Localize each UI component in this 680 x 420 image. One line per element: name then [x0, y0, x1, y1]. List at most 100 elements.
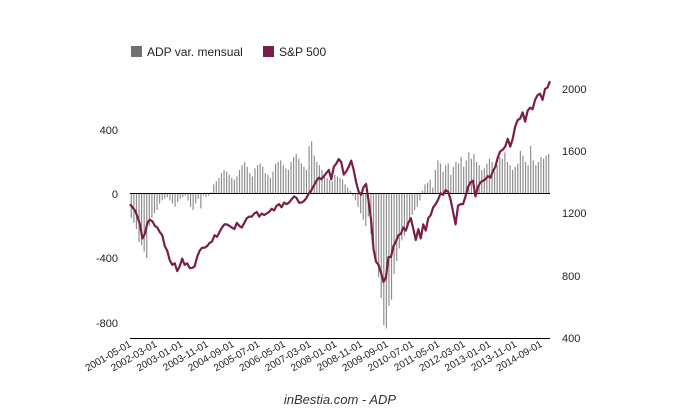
- adp-bar: [432, 187, 434, 194]
- adp-bar: [303, 166, 305, 194]
- adp-bars: [130, 141, 550, 329]
- adp-bar: [272, 171, 274, 194]
- adp-bar: [174, 194, 176, 207]
- adp-bar: [331, 181, 333, 194]
- adp-bar: [254, 168, 256, 194]
- adp-bar: [401, 194, 403, 241]
- adp-bar: [522, 155, 524, 194]
- adp-bar: [450, 174, 452, 194]
- adp-bar: [218, 178, 220, 194]
- adp-bar: [460, 157, 462, 194]
- adp-bar: [468, 152, 470, 194]
- adp-bar: [504, 152, 506, 194]
- adp-bar: [275, 163, 277, 194]
- adp-bar: [342, 179, 344, 194]
- adp-bar: [445, 165, 447, 194]
- adp-bar: [455, 162, 457, 194]
- legend-label-sp500: S&P 500: [279, 45, 326, 59]
- adp-bar: [429, 179, 431, 194]
- adp-bar: [524, 162, 527, 194]
- adp-bar: [197, 194, 199, 199]
- adp-bar: [419, 194, 421, 201]
- adp-bar: [375, 194, 377, 262]
- adp-bar: [537, 162, 539, 194]
- left-tick-label: 0: [112, 189, 118, 201]
- adp-bar: [308, 146, 310, 194]
- legend: ADP var. mensual S&P 500: [131, 45, 326, 59]
- adp-bar: [365, 194, 367, 226]
- adp-bar: [189, 194, 192, 207]
- adp-bar: [318, 165, 320, 194]
- adp-bar: [285, 168, 287, 194]
- adp-bar: [390, 194, 393, 300]
- adp-bar: [321, 170, 323, 194]
- adp-bar: [295, 154, 297, 194]
- adp-bar: [228, 174, 230, 194]
- adp-bar: [427, 182, 429, 194]
- sp500-line: [129, 80, 552, 284]
- adp-bar: [434, 170, 436, 194]
- adp-bar: [406, 194, 408, 226]
- right-tick-label: 1200: [562, 208, 586, 220]
- adp-bar: [393, 194, 395, 274]
- adp-bar: [305, 170, 308, 194]
- adp-bar: [231, 178, 233, 194]
- legend-label-adp: ADP var. mensual: [147, 45, 243, 59]
- adp-bar: [329, 179, 331, 194]
- adp-bar: [517, 163, 519, 194]
- adp-bar: [182, 194, 184, 198]
- adp-bar: [339, 178, 341, 194]
- adp-bar: [416, 194, 418, 207]
- adp-bar: [269, 178, 272, 194]
- adp-bar: [151, 194, 153, 218]
- adp-bar: [184, 194, 186, 196]
- x-axis-labels: 2001-05-012002-03-012003-01-012003-11-01…: [84, 339, 545, 374]
- adp-bar: [385, 194, 387, 329]
- adp-bar: [159, 194, 161, 204]
- adp-bar: [213, 184, 215, 194]
- adp-bar: [293, 157, 295, 194]
- adp-bar: [514, 166, 516, 194]
- adp-bar: [290, 162, 292, 194]
- adp-bar: [408, 194, 411, 220]
- adp-bar: [298, 158, 300, 194]
- adp-bar: [442, 171, 444, 194]
- adp-bar: [360, 194, 362, 214]
- adp-bar: [411, 194, 413, 215]
- adp-bar: [491, 162, 493, 194]
- legend-swatch-adp: [131, 46, 142, 57]
- adp-bar: [156, 194, 158, 210]
- right-tick-label: 800: [562, 271, 580, 283]
- adp-bar: [447, 163, 449, 194]
- adp-bar: [437, 160, 439, 194]
- adp-bar: [226, 171, 228, 194]
- right-axis: 2000 1600 1200 800 400: [562, 84, 586, 345]
- adp-bar: [205, 194, 207, 198]
- left-tick-label: -400: [96, 253, 118, 265]
- adp-bar: [463, 166, 465, 194]
- adp-bar: [202, 194, 205, 196]
- adp-bar: [300, 163, 302, 194]
- adp-bar: [316, 162, 318, 194]
- left-tick-label: -800: [96, 318, 118, 330]
- adp-bar: [457, 163, 460, 194]
- chart-caption: inBestia.com - ADP: [284, 392, 397, 407]
- adp-bar: [501, 158, 503, 194]
- adp-bar: [347, 187, 349, 194]
- adp-bar: [414, 194, 416, 210]
- adp-bar: [220, 173, 223, 194]
- adp-bar: [344, 184, 346, 194]
- right-tick-label: 1600: [562, 146, 586, 158]
- adp-bar: [326, 178, 328, 194]
- adp-bar: [352, 194, 354, 196]
- adp-bar: [452, 166, 454, 194]
- adp-bar: [362, 194, 364, 220]
- adp-bar: [473, 154, 475, 194]
- adp-bar: [249, 173, 251, 194]
- adp-bar: [396, 194, 398, 262]
- right-tick-label: 2000: [562, 84, 586, 96]
- adp-bar: [223, 170, 225, 194]
- adp-bar: [496, 165, 498, 194]
- adp-bar: [439, 163, 442, 194]
